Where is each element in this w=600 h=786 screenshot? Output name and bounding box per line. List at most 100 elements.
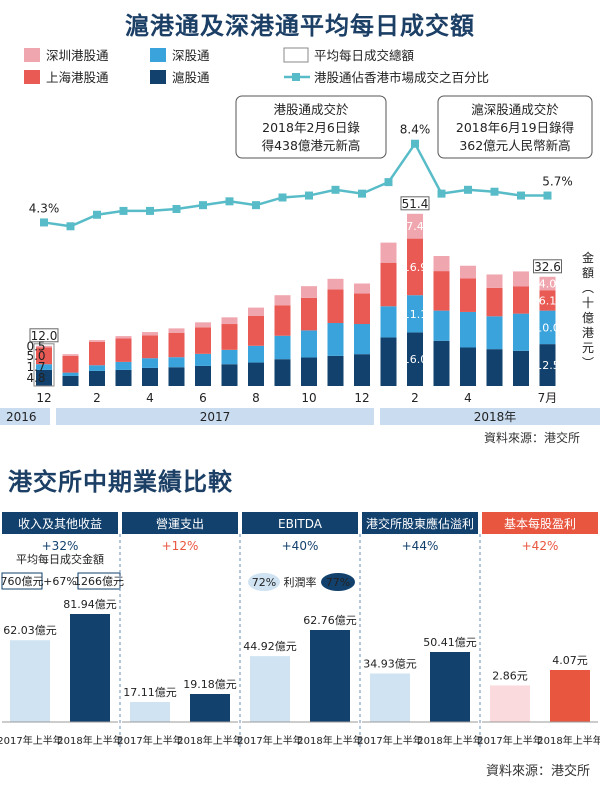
bar-sh-conn-1: [62, 375, 79, 386]
bar-sz-conn-13: [380, 306, 397, 338]
panel-3-value-0: 34.93億元: [363, 657, 417, 670]
callout-right-line1: 滬深股通成交於: [471, 102, 559, 117]
bar-sh-conn-14: [407, 332, 423, 386]
panel-0-bar-1: [70, 614, 110, 722]
bar-sz-hk-14: [407, 213, 423, 239]
bar-sz-conn-8: [248, 345, 264, 363]
x-tick-6: 6: [199, 391, 207, 405]
line-point-1: [66, 222, 75, 231]
bar-sh-conn-3: [115, 369, 132, 386]
panel-1-value-0: 17.11億元: [123, 686, 177, 699]
line-point-12: [358, 189, 366, 198]
value-label-peak-3: 16.0: [403, 353, 428, 366]
line-point-2: [93, 210, 101, 219]
sub-a: 760億元: [1, 575, 44, 588]
y-label-char-1: 額: [582, 266, 594, 280]
line-point-15: [437, 189, 446, 198]
x-tick-14: 2: [411, 391, 419, 405]
source-bottom: 資料來源：港交所: [486, 764, 591, 779]
margin-a: 72%: [252, 576, 276, 589]
results-title: 港交所中期業績比較: [8, 468, 233, 496]
x-tick-0: 12: [36, 391, 51, 405]
x-tick-19: 7月: [538, 391, 558, 405]
panel-3-period-0: 2017年上半年: [357, 734, 422, 747]
panel-1-period-0: 2017年上半年: [117, 734, 182, 747]
bar-sh-conn-6: [195, 365, 211, 386]
total-label-box-19: [533, 259, 562, 274]
panel-growth-3: +44%: [402, 539, 439, 553]
bar-sz-hk-8: [248, 307, 264, 316]
legend-sz-conn: 深股通: [172, 48, 210, 63]
chart-title: 滬港通及深港通平均每日成交額: [125, 12, 475, 40]
percent-line-group: 4.3% 8.4% 5.7%: [29, 123, 573, 231]
line-point-8: [252, 201, 260, 210]
bar-sh-hk-9: [274, 305, 291, 336]
bar-sh-hk-10: [301, 297, 317, 331]
panel-3-bar-0: [370, 673, 410, 722]
y-label-char-6: 元: [582, 341, 594, 355]
bar-sz-conn-2: [89, 365, 105, 371]
bar-sz-conn-9: [274, 335, 291, 360]
bar-sz-hk-19: [539, 276, 556, 291]
bar-sz-conn-4: [142, 358, 158, 368]
period-2016-label: 2016: [6, 410, 37, 424]
bar-sz-hk-5: [168, 328, 185, 333]
panel-growth-2: +40%: [282, 539, 319, 553]
x-tick-2: 2: [93, 391, 101, 405]
panel-2-value-1: 62.76億元: [303, 614, 357, 627]
bar-sh-hk-13: [380, 262, 397, 307]
value-label-last-0: 4.0: [539, 277, 557, 290]
bar-sh-hk-0: [36, 347, 52, 365]
callout-left-line2: 2018年2月6日錄: [262, 120, 360, 135]
y-label-char-3: 十: [582, 296, 594, 310]
bar-sz-hk-7: [221, 317, 238, 325]
sub-b: 1266億元: [74, 575, 124, 588]
bar-sh-hk-12: [354, 293, 370, 325]
panel-header-bg-4: [482, 512, 598, 534]
line-point-14: [411, 139, 419, 148]
bar-sh-conn-18: [513, 350, 529, 386]
bar-sz-conn-11: [327, 323, 344, 356]
panel-0-value-1: 81.94億元: [63, 598, 117, 611]
panel-2-period-0: 2017年上半年: [237, 734, 302, 747]
y-label-char-2: ︵: [582, 281, 594, 295]
bar-sh-hk-11: [327, 289, 344, 324]
panel-header-bg-0: [2, 512, 118, 534]
panel-header-bg-3: [362, 512, 478, 534]
bar-sz-hk-18: [513, 271, 529, 287]
bar-sz-conn-19: [539, 310, 556, 345]
legend-total: 平均每日成交總額: [314, 48, 415, 63]
legend-sz-hk: 深圳港股通: [46, 48, 109, 63]
bar-sh-conn-8: [248, 362, 264, 386]
bar-sh-conn-4: [142, 367, 158, 386]
value-label-peak-1: 16.9: [403, 261, 428, 274]
line-point-16: [464, 185, 472, 194]
bar-sz-hk-11: [327, 278, 344, 290]
panel-3-value-1: 50.41億元: [423, 636, 477, 649]
bar-sh-hk-16: [460, 278, 476, 312]
bar-sh-conn-15: [433, 340, 450, 386]
total-label-14: 51.4: [402, 197, 429, 211]
value-label-peak-2: 11.1: [403, 308, 428, 321]
period-2017-label: 2017: [200, 410, 231, 424]
line-point-0: [40, 218, 48, 227]
x-tick-10: 10: [301, 391, 316, 405]
panel-4-value-0: 2.86元: [492, 669, 528, 682]
panel-0-value-0: 62.03億元: [3, 624, 57, 637]
percent-line: [43, 141, 548, 228]
bar-sh-hk-17: [486, 287, 503, 317]
bar-sh-hk-7: [221, 324, 238, 350]
sub-b-box: [77, 572, 121, 590]
bar-sh-hk-14: [407, 238, 423, 296]
margin-a-pill: [248, 573, 280, 591]
panel-3-period-1: 2018年上半年: [417, 734, 482, 747]
y-label-char-0: 金: [582, 250, 594, 265]
bar-sz-hk-0: [36, 345, 52, 348]
bar-sz-hk-16: [460, 265, 476, 279]
callout-left-box: [235, 95, 387, 159]
panel-4-period-0: 2017年上半年: [477, 734, 542, 747]
bar-sh-hk-3: [115, 338, 132, 362]
panel-growth-4: +42%: [522, 539, 559, 553]
results-panels: 收入及其他收益 +32% 62.03億元 2017年上半年 81.94億元 2018年上半…: [0, 512, 600, 750]
